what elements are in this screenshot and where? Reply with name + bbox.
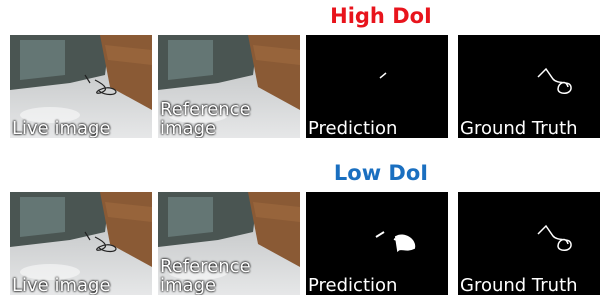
figure: High DoI Live image Reference image Pred…: [0, 0, 604, 295]
image-panel: Reference image: [158, 192, 300, 295]
panel-label: Ground Truth: [460, 276, 600, 295]
panel-label: Ground Truth: [460, 119, 600, 138]
image-panel: Ground Truth: [458, 35, 600, 138]
panel-label: Reference image: [160, 257, 270, 295]
image-panel: Live image: [10, 35, 152, 138]
image-panel: Reference image: [158, 35, 300, 138]
panel-label: Prediction: [308, 119, 418, 138]
panel-label: Live image: [12, 119, 122, 138]
image-panel: Prediction: [306, 35, 448, 138]
panel-label: Live image: [12, 276, 122, 295]
image-panel: Prediction: [306, 192, 448, 295]
panel-label: Reference image: [160, 100, 270, 138]
panel-label: Prediction: [308, 276, 418, 295]
row-title: High DoI: [306, 4, 456, 28]
image-panel: Ground Truth: [458, 192, 600, 295]
image-panel: Live image: [10, 192, 152, 295]
row-title: Low DoI: [306, 161, 456, 185]
